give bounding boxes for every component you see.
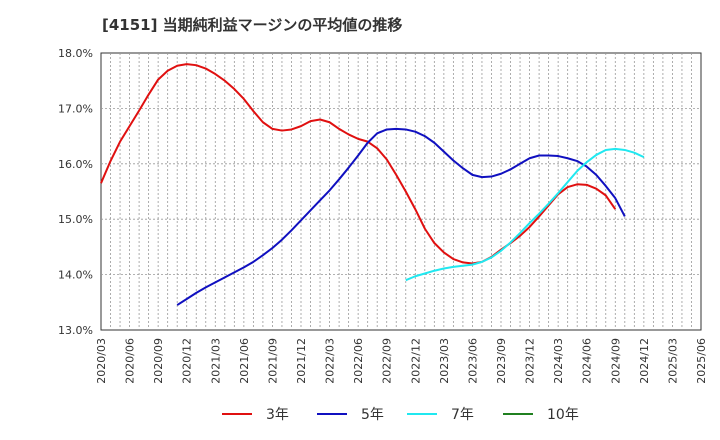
series-layer [100,63,645,306]
legend-label: 5年 [361,407,384,423]
x-tick-label: 2024/06 [581,338,594,384]
y-tick-label: 14.0% [58,269,93,282]
x-tick-label: 2021/09 [266,338,279,384]
x-tick-label: 2020/12 [181,338,194,384]
x-tick-label: 2025/06 [695,338,708,384]
x-tick-label: 2023/12 [524,338,537,384]
x-tick-label: 2021/03 [209,338,222,384]
x-tick-label: 2023/03 [438,338,451,384]
legend: 3年 5年 7年 10年 [222,407,579,423]
x-tick-label: 2022/09 [381,338,394,384]
y-tick-label: 17.0% [58,102,93,115]
series-line [405,147,645,282]
x-tick-label: 2025/03 [666,338,679,384]
legend-label: 10年 [547,407,579,423]
y-tick-label: 16.0% [58,158,93,171]
x-tick-label: 2021/12 [295,338,308,384]
x-tick-label: 2022/12 [409,338,422,384]
x-tick-label: 2022/03 [324,338,337,384]
x-tick-label: 2024/03 [552,338,565,384]
series-line [100,63,617,265]
x-tick-label: 2022/06 [352,338,365,384]
y-tick-label: 13.0% [58,324,93,337]
x-tick-label: 2020/09 [152,338,165,384]
series-line [176,127,626,306]
legend-label: 7年 [451,407,474,423]
x-tick-label: 2020/03 [95,338,108,384]
y-tick-label: 15.0% [58,213,93,226]
x-tick-label: 2021/06 [238,338,251,384]
x-tick-label: 2023/06 [466,338,479,384]
x-tick-label: 2020/06 [124,338,137,384]
axis-layer: 13.0% 14.0% 15.0% 16.0% 17.0% 18.0% 2020/03 202… [58,47,708,384]
chart-title: [4151] 当期純利益マージンの平均値の推移 [102,16,403,34]
x-tick-label: 2023/09 [495,338,508,384]
x-tick-label: 2024/09 [609,338,622,384]
y-tick-label: 18.0% [58,47,93,60]
x-tick-label: 2024/12 [638,338,651,384]
legend-label: 3年 [266,407,289,423]
